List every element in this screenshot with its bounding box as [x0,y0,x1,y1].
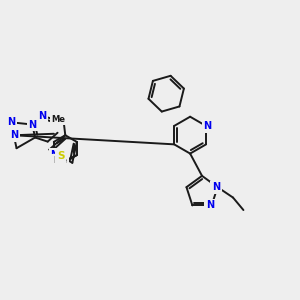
Text: N: N [10,130,18,140]
Text: N: N [203,121,211,131]
Text: N: N [206,200,214,210]
Text: N: N [28,119,36,130]
Text: N: N [28,119,36,130]
Text: Me: Me [52,115,65,124]
Text: S: S [57,151,64,161]
Text: N: N [50,150,59,160]
Text: N: N [38,111,46,121]
Text: Me: Me [53,156,67,165]
Text: N: N [212,182,220,192]
Text: N: N [7,117,15,127]
